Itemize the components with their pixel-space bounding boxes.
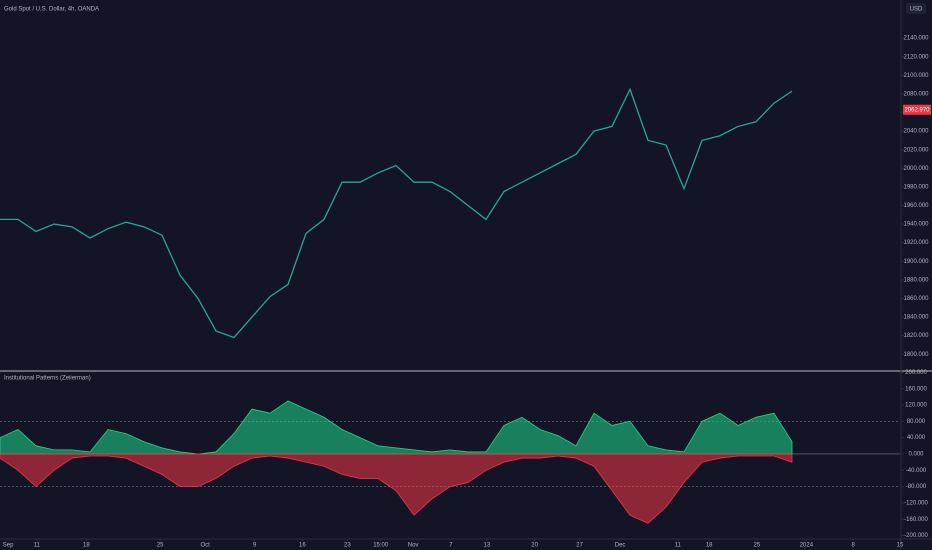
x-tick-label: Oct [201, 543, 211, 549]
y-tick-label: 2020.000 [903, 147, 929, 153]
x-tick-label: 8 [852, 543, 856, 549]
x-tick-label: 25 [157, 543, 164, 549]
y-tick-label: -200.000 [904, 533, 928, 539]
x-tick-label: 2024 [800, 543, 814, 549]
y-tick-label: 0.000 [908, 452, 924, 458]
x-tick-label: 20 [531, 543, 538, 549]
y-tick-label: 40.000 [907, 435, 926, 441]
price-line [0, 87, 793, 339]
y-tick-label: 2120.000 [903, 54, 929, 60]
y-tick-label: -120.000 [904, 501, 928, 507]
y-tick-label: 1940.000 [903, 222, 929, 228]
x-tick-label: 16 [299, 543, 306, 549]
x-tick-label: 9 [253, 543, 257, 549]
x-tick-label: 18 [706, 543, 713, 549]
y-tick-label: 1980.000 [903, 184, 929, 190]
y-tick-label: 2000.000 [903, 166, 929, 172]
x-tick-label: 25 [754, 543, 761, 549]
y-tick-label: 120.000 [905, 403, 927, 409]
x-tick-label: Dec [615, 543, 626, 549]
y-tick-label: 1880.000 [903, 277, 929, 283]
y-tick-label: 1800.000 [903, 352, 929, 358]
y-tick-label: 2140.000 [903, 36, 929, 42]
x-tick-label: 7 [449, 543, 453, 549]
x-tick-label: 11 [675, 543, 682, 549]
oscillator-area [0, 453, 793, 524]
y-tick-label: 1960.000 [903, 203, 929, 209]
y-tick-label: 1900.000 [903, 259, 929, 265]
y-tick-label: 2080.000 [903, 91, 929, 97]
x-tick-label: 15 [897, 543, 904, 549]
y-tick-label: 2040.000 [903, 129, 929, 135]
price-label: 2062.970 [904, 107, 930, 113]
currency-button[interactable] [906, 3, 926, 14]
x-tick-label: 15:00 [373, 543, 389, 549]
x-tick-label: 13 [484, 543, 491, 549]
x-tick-label: 23 [344, 543, 351, 549]
y-tick-label: 80.000 [907, 419, 926, 425]
y-tick-label: 200.000 [905, 370, 927, 376]
y-tick-label: 1820.000 [903, 333, 929, 339]
y-tick-label: 1860.000 [903, 296, 929, 302]
x-tick-label: Nov [408, 543, 419, 549]
y-tick-label: 160.000 [905, 386, 927, 392]
y-tick-label: 1920.000 [903, 240, 929, 246]
y-tick-label: -80.000 [906, 484, 927, 490]
x-tick-label: 18 [83, 543, 90, 549]
y-tick-label: 2100.000 [903, 73, 929, 79]
y-tick-label: 1840.000 [903, 315, 929, 321]
symbol-header: Gold Spot / U.S. Dollar, 4h, OANDA [4, 7, 99, 13]
oscillator-area [0, 400, 793, 455]
currency-label[interactable]: USD [910, 7, 923, 13]
x-tick-label: 11 [34, 543, 41, 549]
x-tick-label: 27 [576, 543, 583, 549]
y-tick-label: -160.000 [904, 517, 928, 523]
y-tick-label: -40.000 [906, 468, 927, 474]
x-tick-label: Sep [3, 543, 14, 549]
indicator-title: Institutional Patterns (Zeiierman) [4, 376, 91, 382]
price-label-box [903, 104, 931, 115]
